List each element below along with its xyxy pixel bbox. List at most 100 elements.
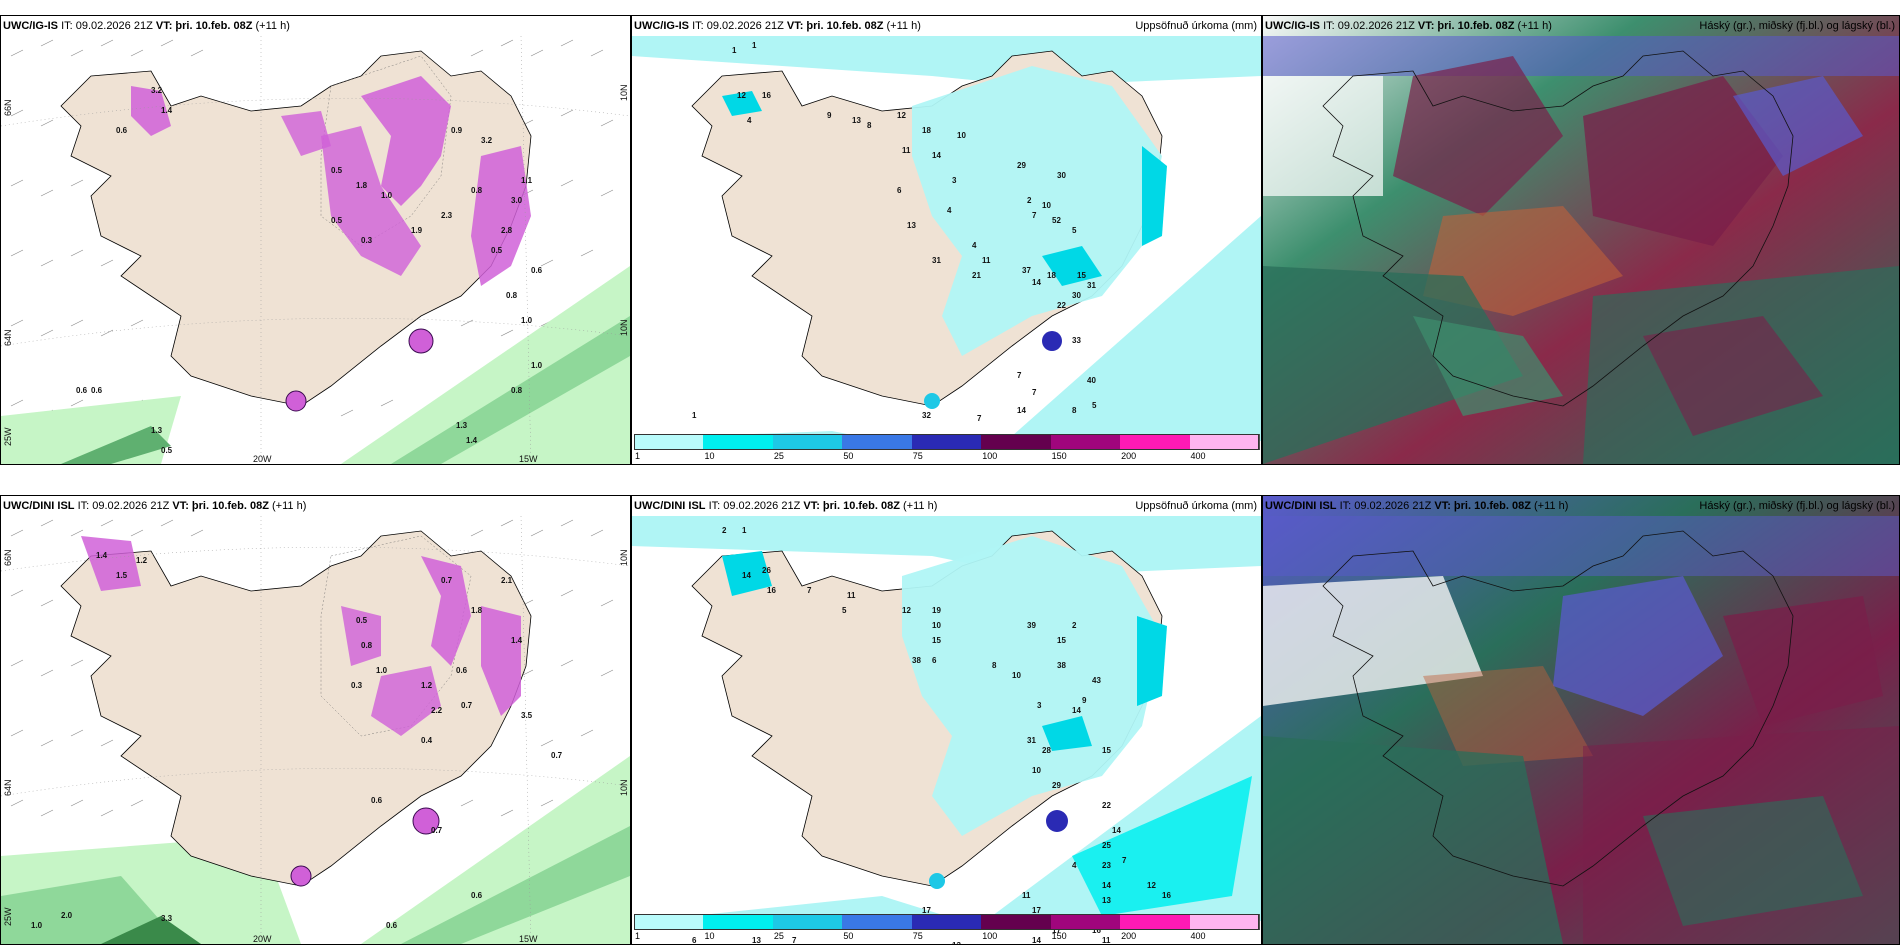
lat-label-right-2: 10N [619,319,629,336]
panel-precip-dini[interactable]: UWC/DINI ISL IT: 09.02.2026 21Z VT: þri.… [631,495,1262,945]
colorbar-tick: 200 [1121,451,1137,461]
value-label: 3.3 [161,914,173,923]
colorbar-frame [634,434,1259,450]
model-name: UWC/DINI ISL [634,500,706,512]
value-label: 0.6 [116,126,128,135]
value-label: 1.3 [456,421,468,430]
value-label: 1.0 [376,666,388,675]
value-label: 0.6 [76,386,88,395]
value-label: 1.5 [116,571,128,580]
value-label: 0.9 [451,126,463,135]
init-time: IT: 09.02.2026 21Z [1339,500,1432,512]
value-label: 0.7 [551,751,563,760]
init-time: IT: 09.02.2026 21Z [1323,20,1415,32]
lon-label-15w: 15W [519,454,538,464]
value-label: 0.3 [361,236,373,245]
panel-cloud-ig[interactable]: UWC/IG-IS IT: 09.02.2026 21Z VT: þri. 10… [1262,15,1900,465]
value-label: 4 [1072,861,1077,870]
model-name: UWC/DINI ISL [1265,500,1337,512]
value-label: 0.5 [491,246,503,255]
value-label: 30 [1057,171,1066,180]
value-label: 2.2 [431,706,443,715]
value-label: 8 [1072,406,1077,415]
value-label: 16 [1162,891,1171,900]
value-label: 16 [1092,926,1101,935]
value-label: 14 [932,151,941,160]
panel-cloud-dini[interactable]: UWC/DINI ISL IT: 09.02.2026 21Z VT: þri.… [1262,495,1900,945]
map-canvas [632,496,1261,944]
value-label: 2.8 [501,226,513,235]
valid-time: þri. 10.feb. 08Z [1437,20,1515,32]
panel-title: UWC/DINI ISL IT: 09.02.2026 21Z VT: þri.… [1,496,630,516]
colorbar-tick: 25 [773,451,784,461]
valid-label: VT: [155,20,173,32]
colorbar-tick: 100 [982,451,998,461]
value-label: 1 [752,41,757,50]
value-label: 5 [842,606,847,615]
colorbar-tick: 50 [843,931,854,941]
value-label: 0.5 [331,216,343,225]
colorbar-tick: 1 [635,451,641,461]
value-label: 2.1 [501,576,513,585]
value-label: 0.5 [161,446,173,455]
panel-snow-dini[interactable]: UWC/DINI ISL IT: 09.02.2026 21Z VT: þri.… [0,495,631,945]
lead-time: (+11 h) [1534,500,1569,512]
model-name: UWC/IG-IS [1265,20,1320,32]
value-label: 0.5 [331,166,343,175]
value-label: 10 [932,621,941,630]
value-label: 14 [1102,881,1111,890]
value-label: 12 [897,111,906,120]
value-label: 7 [1122,856,1127,865]
colorbar-swatch [1189,914,1260,930]
valid-time: þri. 10.feb. 08Z [1453,500,1531,512]
value-label: 21 [972,271,981,280]
lead-time: (+11 h) [255,20,290,32]
value-label: 4 [747,116,752,125]
value-label: 3 [1037,701,1042,710]
value-label: 7 [792,936,797,945]
value-label: 13 [952,941,961,944]
value-label: 1.0 [31,921,43,930]
value-label: 11 [1022,891,1031,900]
init-time: IT: 09.02.2026 21Z [708,500,801,512]
value-label: 2 [722,526,727,535]
init-time: IT: 09.02.2026 21Z [692,20,784,32]
value-label: 29 [1017,161,1026,170]
value-label: 3.2 [481,136,493,145]
lead-time: (+11 h) [903,500,938,512]
colorbar-tick: 75 [912,931,923,941]
panel-snow-ig[interactable]: UWC/IG-IS IT: 09.02.2026 21Z VT: þri. 10… [0,15,631,465]
value-label: 14 [1072,706,1081,715]
value-label: 6 [897,186,902,195]
value-label: 2.0 [61,911,73,920]
value-label: 9 [1082,696,1087,705]
value-label: 11 [902,146,911,155]
value-label: 13 [907,221,916,230]
value-label: 39 [1027,621,1036,630]
panel-precip-ig[interactable]: UWC/IG-IS IT: 09.02.2026 21Z VT: þri. 10… [631,15,1262,465]
value-label: 3.2 [151,86,163,95]
value-label: 37 [1022,266,1031,275]
value-label: 0.6 [456,666,468,675]
panel-title: UWC/IG-IS IT: 09.02.2026 21Z VT: þri. 10… [1263,16,1899,36]
value-label: 0.6 [386,921,398,930]
field-title: Háský (gr.), miðský (fj.bl.) og lágský (… [1699,20,1895,32]
model-name: UWC/IG-IS [634,20,689,32]
value-label: 1.4 [161,106,173,115]
panel-title: UWC/DINI ISL IT: 09.02.2026 21Z VT: þri.… [632,496,1261,516]
value-label: 0.8 [506,291,518,300]
colorbar-tick: 150 [1051,451,1067,461]
value-label: 12 [1147,881,1156,890]
panel-title: UWC/IG-IS IT: 09.02.2026 21Z VT: þri. 10… [1,16,630,36]
lat-label-25w: 25W [3,427,13,446]
value-label: 11 [1102,936,1111,945]
value-label: 1.4 [466,436,478,445]
model-name: UWC/IG-IS [3,20,58,32]
value-label: 7 [1032,388,1037,397]
colorbar-tick: 1 [635,931,641,941]
value-label: 14 [1032,278,1041,287]
value-label: 7 [977,414,982,423]
lat-label-25w: 25W [3,907,13,926]
value-label: 1.8 [471,606,483,615]
value-label: 2.3 [441,211,453,220]
